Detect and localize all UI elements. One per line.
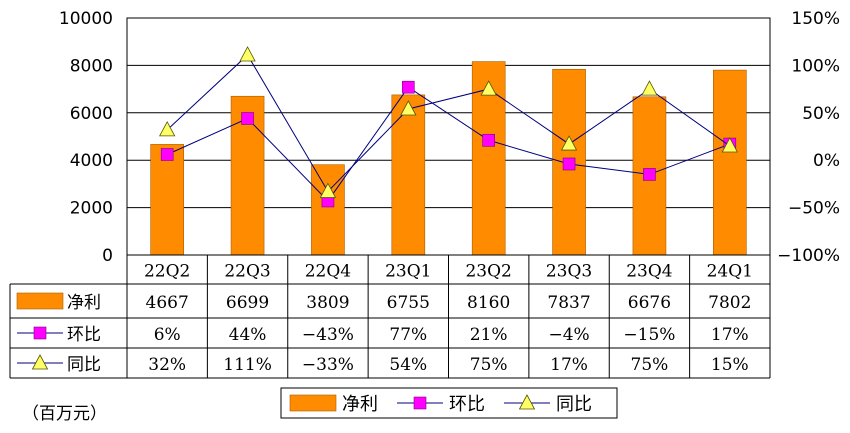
table-cell-value: 6699 [226,293,269,313]
left-axis-tick-label: 0 [102,246,113,266]
right-axis-tick-label: 50% [802,104,840,124]
bar [311,164,345,256]
category-label: 24Q1 [707,262,753,282]
table-cell-value: 32% [148,355,186,375]
table-cell-value: 4667 [146,293,189,313]
table-cell-value: 7837 [547,293,590,313]
axis-labels: 0 2000 4000 6000 8000 10000 −100% −50% 0% 50% 100%… [59,9,840,266]
table-cell-value: 17% [550,355,588,375]
triangle-marker [560,135,578,151]
legend-key-triangle [31,354,49,370]
category-label: 23Q1 [385,262,431,282]
left-axis-tick-label: 8000 [70,56,113,76]
table-cell-value: 6% [154,325,181,345]
square-marker [562,157,576,171]
right-axis-tick-label: 100% [791,56,840,76]
legend-key-triangle [518,394,536,410]
table-cell-value: 75% [470,355,508,375]
unit-note: （百万元） [22,404,107,424]
category-label: 23Q4 [626,262,672,282]
table-cell-value: 54% [389,355,427,375]
table-cell-value: −15% [623,325,675,345]
gridlines [127,17,770,209]
bar-series [150,61,747,256]
legend-key-square [413,396,427,410]
table-cell-value: 77% [389,325,427,345]
category-label: 23Q2 [465,262,511,282]
line-series [159,46,738,208]
left-axis-tick-label: 4000 [70,151,113,171]
square-marker [402,80,415,94]
legend-box [280,387,618,419]
table-cell-value: 17% [711,325,749,345]
plot-border [126,17,771,256]
table-cell-value: 75% [631,355,669,375]
table-cell-value: 15% [711,355,749,375]
row-series-name: 同比 [67,355,101,375]
table-cell-value: −33% [302,355,354,375]
bar [150,144,184,256]
table-cell-value: 8160 [467,293,510,313]
legend-key-square [33,326,47,340]
triangle-marker [721,137,738,153]
square-marker [241,112,254,125]
left-axis-tick-label: 6000 [70,104,113,124]
legend-label: 同比 [556,394,592,415]
left-axis-tick-label: 10000 [59,9,113,29]
series-line [166,86,730,202]
table-cell-value: 7802 [708,293,751,313]
square-marker [482,133,495,147]
category-label: 22Q3 [224,262,270,282]
left-axis-tick-label: 2000 [70,199,113,219]
row-series-name: 净利 [67,293,101,313]
data-table: 22Q2 22Q3 22Q4 23Q1 23Q2 23Q3 23Q4 24Q1 净利 4667 66… [9,254,771,379]
square-marker [160,148,174,161]
legend-key-bar [289,394,337,412]
triangle-marker [239,46,256,62]
bar [391,94,426,256]
triangle-marker [641,80,658,96]
plot-frame [126,17,771,256]
right-axis-tick-label: −100% [777,246,840,266]
triangle-marker [159,121,176,137]
table-cell-value: 111% [223,355,272,375]
table-cell-value: −4% [548,325,589,345]
series-line [166,54,731,193]
table-cell-value: 21% [470,325,508,345]
right-axis-tick-label: 0% [813,151,840,171]
category-label: 22Q2 [144,262,190,282]
category-label: 23Q3 [546,262,592,282]
right-axis-tick-label: −50% [788,199,840,219]
table-cell-value: 6676 [628,293,671,313]
right-axis-tick-label: 150% [791,9,840,29]
triangle-marker [480,80,497,96]
row-series-name: 环比 [67,325,101,345]
triangle-marker [319,182,337,198]
category-label: 22Q4 [305,262,351,282]
triangle-marker [400,100,417,116]
legend-label: 环比 [449,394,485,415]
table-cell-value: 44% [229,325,267,345]
table-cell-value: 6755 [387,293,430,313]
table-cell-value: −43% [302,325,354,345]
bar [713,69,747,256]
legend: 净利 环比 同比 [280,387,618,419]
legend-label: 净利 [342,394,378,415]
legend-key-bar [16,292,64,310]
square-marker [643,168,656,181]
table-cell-value: 3809 [306,293,349,313]
